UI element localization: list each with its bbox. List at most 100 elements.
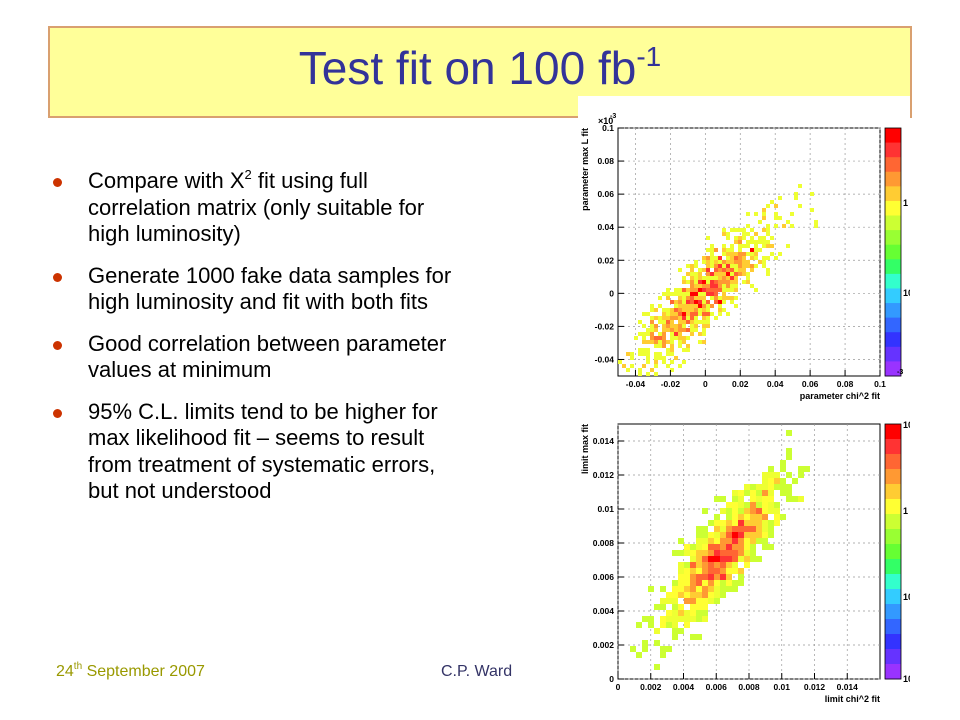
heatmap-bin bbox=[726, 312, 730, 316]
x-tick-label: 0.014 bbox=[837, 682, 859, 692]
heatmap-bin bbox=[722, 252, 726, 256]
heatmap-bin bbox=[678, 288, 682, 292]
heatmap-bin bbox=[770, 236, 774, 240]
heatmap-bin bbox=[798, 496, 804, 502]
colorbar-segment bbox=[885, 634, 901, 650]
heatmap-bin bbox=[622, 364, 626, 368]
colorbar-segment bbox=[885, 484, 901, 500]
heatmap-bin bbox=[690, 592, 696, 598]
heatmap-bin bbox=[768, 496, 774, 502]
heatmap-bin bbox=[654, 352, 658, 356]
heatmap-bin bbox=[750, 484, 756, 490]
x-tick-label: 0 bbox=[703, 379, 708, 389]
heatmap-bin bbox=[694, 312, 698, 316]
heatmap-bin bbox=[690, 320, 694, 324]
heatmap-bin bbox=[678, 328, 682, 332]
heatmap-bin bbox=[750, 264, 754, 268]
heatmap-bin bbox=[702, 332, 706, 336]
heatmap-bin bbox=[714, 514, 720, 520]
heatmap-bin bbox=[756, 520, 762, 526]
heatmap-bin bbox=[762, 478, 768, 484]
heatmap-bin bbox=[774, 502, 780, 508]
heatmap-bin bbox=[678, 592, 684, 598]
heatmap-bin bbox=[762, 244, 766, 248]
heatmap-bin bbox=[738, 252, 742, 256]
heatmap-bin bbox=[662, 356, 666, 360]
heatmap-bin bbox=[672, 604, 678, 610]
heatmap-bin bbox=[702, 340, 706, 344]
heatmap-bin bbox=[720, 526, 726, 532]
heatmap-bin bbox=[690, 568, 696, 574]
heatmap-bin bbox=[756, 538, 762, 544]
heatmap-bin bbox=[708, 544, 714, 550]
heatmap-bin bbox=[672, 586, 678, 592]
heatmap-bin bbox=[682, 312, 686, 316]
heatmap-bin bbox=[650, 304, 654, 308]
heatmap-bin bbox=[714, 276, 718, 280]
heatmap-bin bbox=[696, 562, 702, 568]
heatmap-bin bbox=[674, 308, 678, 312]
heatmap-bin bbox=[662, 328, 666, 332]
heatmap-bin bbox=[718, 284, 722, 288]
heatmap-bin bbox=[702, 610, 708, 616]
heatmap-bin bbox=[686, 272, 690, 276]
heatmap-bin bbox=[654, 308, 658, 312]
heatmap-bin bbox=[686, 344, 690, 348]
heatmap-bin bbox=[630, 356, 634, 360]
heatmap-bin bbox=[750, 236, 754, 240]
heatmap-bin bbox=[698, 284, 702, 288]
heatmap-bin bbox=[718, 308, 722, 312]
heatmap-bin bbox=[750, 544, 756, 550]
heatmap-bin bbox=[766, 256, 770, 260]
heatmap-bin bbox=[686, 316, 690, 320]
colorbar-segment bbox=[885, 230, 901, 246]
heatmap-bin bbox=[718, 312, 722, 316]
heatmap-bin bbox=[682, 348, 686, 352]
heatmap-bin bbox=[684, 586, 690, 592]
heatmap-bin bbox=[658, 356, 662, 360]
heatmap-bin bbox=[662, 360, 666, 364]
heatmap-bin bbox=[732, 544, 738, 550]
heatmap-bin bbox=[738, 520, 744, 526]
heatmap-bin bbox=[762, 208, 766, 212]
heatmap-bin bbox=[744, 490, 750, 496]
bullet-dot-icon bbox=[53, 178, 62, 187]
heatmap-bin bbox=[702, 296, 706, 300]
heatmap-bin bbox=[670, 336, 674, 340]
heatmap-bin bbox=[684, 544, 690, 550]
heatmap-bin bbox=[636, 652, 642, 658]
heatmap-bin bbox=[746, 244, 750, 248]
colorbar-segment bbox=[885, 469, 901, 485]
y-tick-label: 0.1 bbox=[602, 123, 614, 133]
heatmap-bin bbox=[708, 562, 714, 568]
heatmap-bin bbox=[658, 340, 662, 344]
bullet-list: Compare with X2 fit using full correlati… bbox=[52, 168, 462, 520]
heatmap-bin bbox=[670, 368, 674, 372]
heatmap-bin bbox=[734, 280, 738, 284]
heatmap-bin bbox=[698, 340, 702, 344]
heatmap-bin bbox=[734, 296, 738, 300]
heatmap-bin bbox=[662, 340, 666, 344]
heatmap-bin bbox=[682, 336, 686, 340]
heatmap-bin bbox=[654, 316, 658, 320]
heatmap-bin bbox=[744, 508, 750, 514]
heatmap-bin bbox=[650, 324, 654, 328]
heatmap-bin bbox=[706, 276, 710, 280]
y-axis-title: parameter max L fit bbox=[580, 128, 590, 211]
heatmap-bin bbox=[678, 300, 682, 304]
heatmap-bin bbox=[730, 284, 734, 288]
heatmap-bin bbox=[670, 360, 674, 364]
heatmap-bin bbox=[774, 216, 778, 220]
heatmap-bin bbox=[766, 232, 770, 236]
heatmap-bin bbox=[682, 288, 686, 292]
heatmap-bin bbox=[738, 264, 742, 268]
heatmap-bin bbox=[774, 478, 780, 484]
colorbar-segment bbox=[885, 604, 901, 620]
heatmap-bin bbox=[630, 364, 634, 368]
heatmap-bin bbox=[726, 532, 732, 538]
heatmap-bin bbox=[706, 300, 710, 304]
heatmap-bin bbox=[732, 562, 738, 568]
colorbar-segment bbox=[885, 439, 901, 455]
heatmap-bin bbox=[662, 324, 666, 328]
heatmap-bin bbox=[696, 610, 702, 616]
